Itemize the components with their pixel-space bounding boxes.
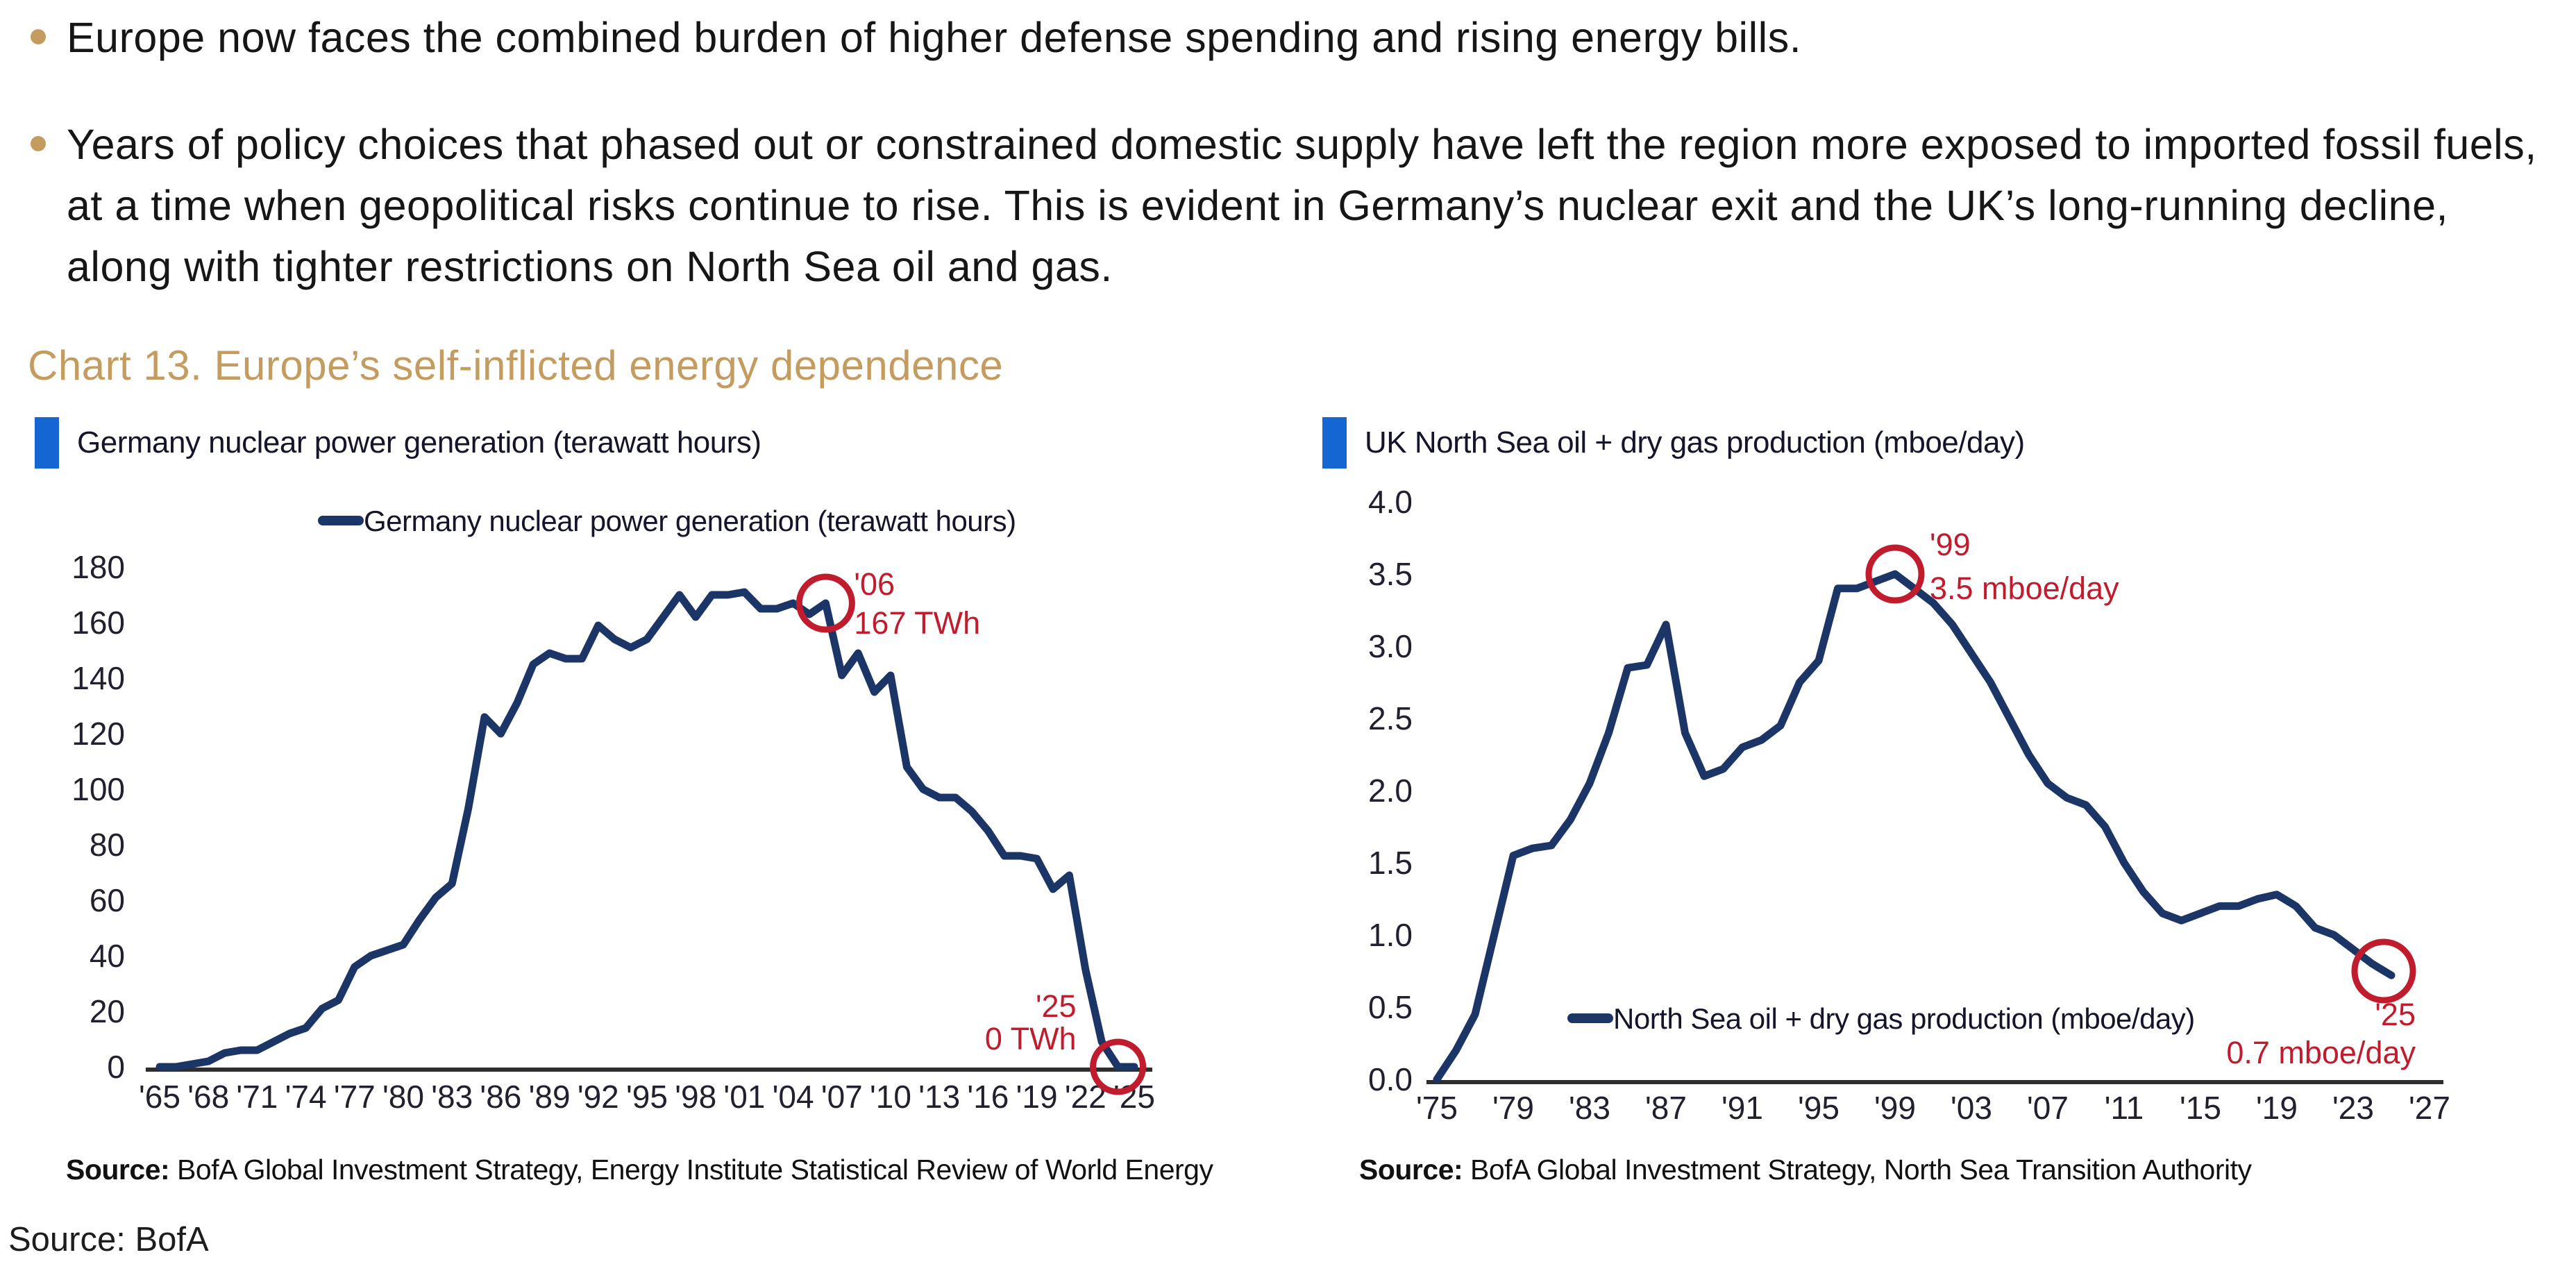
source-label: Source: — [66, 1154, 170, 1186]
x-tick-label: '86 — [480, 1079, 521, 1115]
x-tick-label: '92 — [578, 1079, 619, 1115]
annotation-label: '25 — [2375, 997, 2416, 1032]
x-tick-label: '80 — [382, 1079, 424, 1115]
annotation-label: '25 — [1036, 988, 1077, 1024]
y-tick-label: 4.0 — [1368, 486, 1413, 520]
uk-north-sea-chart: 0.0 0.5 1.0 1.5 2.0 2.5 3.0 3.5 4.0 '75 '79 '83 '87 '… — [1368, 486, 2450, 1126]
x-tick-label: '01 — [723, 1079, 765, 1115]
bullet-text-1: Europe now faces the combined burden of … — [67, 14, 1802, 61]
footer-source: Source: BofA — [8, 1221, 209, 1258]
x-tick-label: '65 — [139, 1079, 180, 1115]
y-tick-label: 3.0 — [1368, 628, 1413, 664]
source-label: Source: — [1359, 1154, 1463, 1186]
x-tick-label: '89 — [529, 1079, 571, 1115]
y-tick-label: 160 — [71, 605, 125, 641]
y-tick-label: 120 — [71, 716, 125, 752]
x-tick-label: '07 — [821, 1079, 863, 1115]
legend-label: Germany nuclear power generation (terawa… — [364, 505, 1016, 537]
x-tick-label: '04 — [773, 1079, 814, 1115]
chart-section-title: Chart 13. Europe’s self-inflicted energy… — [28, 342, 1004, 389]
y-tick-label: 80 — [90, 827, 125, 863]
x-tick-label: '77 — [334, 1079, 376, 1115]
source-text: BofA Global Investment Strategy, North S… — [1463, 1154, 2252, 1186]
right-chart-header: UK North Sea oil + dry gas production (m… — [1322, 416, 2025, 469]
source-text: BofA Global Investment Strategy, Energy … — [169, 1154, 1213, 1186]
blue-bar-icon — [35, 417, 59, 469]
x-tick-label: '71 — [236, 1079, 278, 1115]
x-tick-label: '23 — [2332, 1090, 2374, 1126]
x-tick-label: '99 — [1874, 1090, 1916, 1126]
annotation-label: '99 — [1930, 527, 1971, 562]
x-tick-label: '10 — [870, 1079, 911, 1115]
annotation-label: '06 — [854, 566, 895, 602]
x-tick-label: '87 — [1645, 1090, 1687, 1126]
y-tick-label: 40 — [90, 938, 125, 974]
annotation-circle-icon — [1090, 1038, 1147, 1095]
y-tick-label: 1.5 — [1368, 845, 1413, 881]
right-chart-title: UK North Sea oil + dry gas production (m… — [1365, 425, 2025, 460]
x-tick-label: '11 — [2105, 1090, 2144, 1126]
x-tick-label: '79 — [1492, 1090, 1534, 1126]
x-tick-label: '91 — [1721, 1090, 1763, 1126]
x-tick-label: '13 — [918, 1079, 960, 1115]
x-tick-label: '98 — [675, 1079, 716, 1115]
annotation-label: 3.5 mboe/day — [1930, 571, 2119, 606]
y-tick-label: 0.0 — [1368, 1061, 1413, 1097]
annotation-circle-icon — [795, 573, 855, 633]
y-tick-label: 20 — [90, 993, 125, 1029]
left-chart-header: Germany nuclear power generation (terawa… — [35, 416, 761, 469]
bullet-text-2: Years of policy choices that phased out … — [67, 121, 2537, 290]
y-tick-label: 0.5 — [1368, 989, 1413, 1025]
left-chart-title: Germany nuclear power generation (terawa… — [77, 425, 761, 460]
x-tick-label: '83 — [431, 1079, 473, 1115]
x-tick-label: '75 — [1416, 1090, 1458, 1126]
annotation-label: 0 TWh — [985, 1021, 1077, 1056]
y-tick-label: 140 — [71, 660, 125, 696]
x-tick-label: '27 — [2409, 1090, 2450, 1126]
x-tick-label: '15 — [2180, 1090, 2221, 1126]
x-tick-label: '19 — [1016, 1079, 1058, 1115]
y-tick-label: 2.0 — [1368, 773, 1413, 809]
left-chart-source: Source: BofA Global Investment Strategy,… — [66, 1154, 1213, 1186]
annotation-label: 0.7 mboe/day — [2226, 1035, 2416, 1070]
bullet-icon — [31, 29, 46, 44]
x-tick-label: '83 — [1569, 1090, 1610, 1126]
x-tick-label: '74 — [285, 1079, 327, 1115]
y-tick-label: 100 — [71, 771, 125, 807]
y-tick-label: 2.5 — [1368, 700, 1413, 736]
x-tick-label: '95 — [626, 1079, 668, 1115]
data-series-line — [155, 588, 1138, 1071]
annotation-circle-icon — [1865, 544, 1925, 604]
x-tick-label: '03 — [1951, 1090, 1992, 1126]
y-tick-label: 60 — [90, 882, 125, 918]
y-tick-label: 1.0 — [1368, 917, 1413, 953]
y-tick-label: 180 — [71, 549, 125, 585]
annotation-circle-icon — [2351, 938, 2416, 1004]
bullet-icon — [31, 136, 46, 151]
y-tick-label: 3.5 — [1368, 556, 1413, 592]
y-tick-label: 0 — [107, 1049, 125, 1085]
blue-bar-icon — [1322, 417, 1347, 469]
x-tick-label: '19 — [2256, 1090, 2298, 1126]
right-chart-source: Source: BofA Global Investment Strategy,… — [1359, 1154, 2252, 1186]
x-tick-label: '07 — [2027, 1090, 2069, 1126]
legend-label: North Sea oil + dry gas production (mboe… — [1613, 1002, 2195, 1035]
x-tick-label: '68 — [187, 1079, 229, 1115]
annotation-label: 167 TWh — [854, 605, 980, 641]
x-tick-label: '95 — [1798, 1090, 1840, 1126]
x-tick-label: '16 — [967, 1079, 1009, 1115]
